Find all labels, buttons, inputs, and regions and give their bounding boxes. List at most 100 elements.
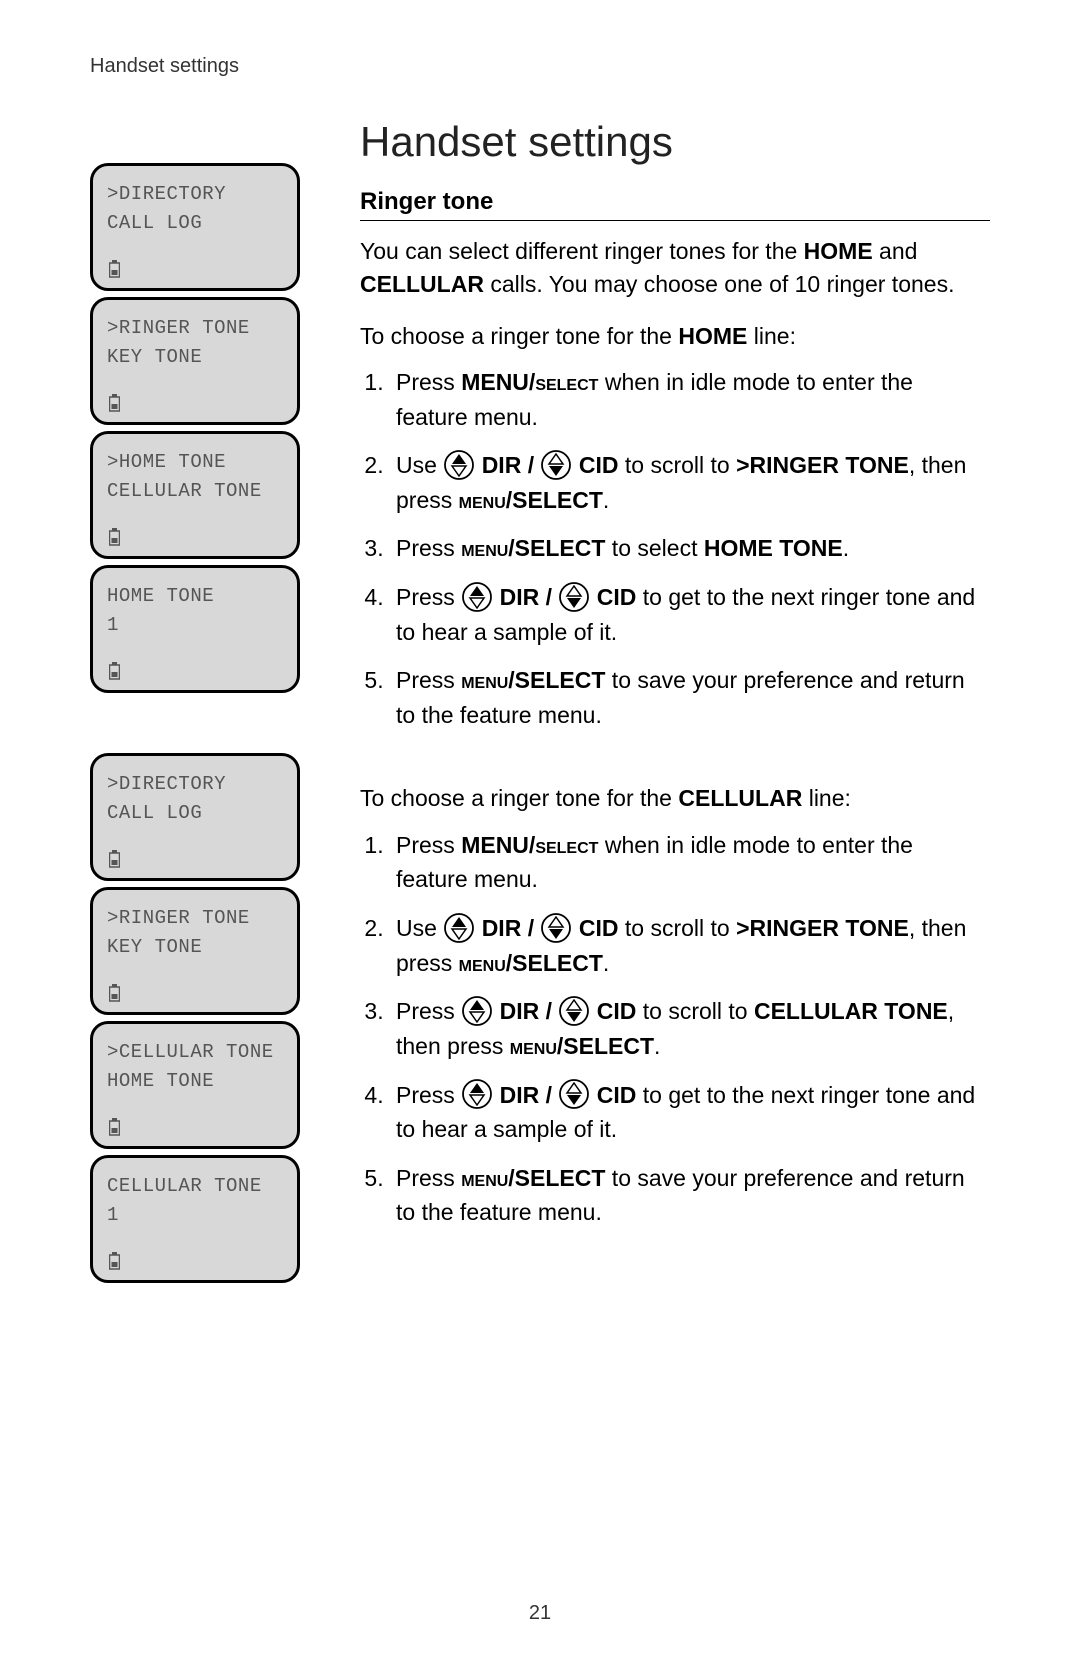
dir-down-icon xyxy=(540,449,572,481)
text-bold: CID xyxy=(579,452,619,478)
lcd-line: >CELLULAR TONE xyxy=(107,1038,285,1067)
text: To choose a ringer tone for the xyxy=(360,785,678,811)
lcd-screen: >DIRECTORY CALL LOG xyxy=(90,163,300,291)
dir-up-icon xyxy=(461,581,493,613)
text: Press xyxy=(396,584,461,610)
text: . xyxy=(843,535,849,561)
text: To choose a ringer tone for the xyxy=(360,323,678,349)
lcd-line: >RINGER TONE xyxy=(107,904,285,933)
text-bold: menu xyxy=(461,535,508,561)
lcd-screen: HOME TONE 1 xyxy=(90,565,300,693)
text-bold: HOME xyxy=(678,323,747,349)
lcd-line: KEY TONE xyxy=(107,933,285,962)
page-number: 21 xyxy=(0,1602,1080,1625)
battery-icon xyxy=(109,394,120,412)
lcd-line: KEY TONE xyxy=(107,343,285,372)
text-bold: >RINGER TONE xyxy=(736,915,909,941)
lcd-screen: >HOME TONE CELLULAR TONE xyxy=(90,431,300,559)
text: and xyxy=(873,238,918,264)
text-bold: HOME TONE xyxy=(704,535,843,561)
text-bold: CID xyxy=(579,915,619,941)
text-bold: /SELECT xyxy=(506,950,603,976)
text: to scroll to xyxy=(618,915,736,941)
step: Press DIR / CID to scroll to CELLULAR TO… xyxy=(390,994,990,1063)
text-bold: /SELECT xyxy=(508,535,605,561)
text-bold: menu xyxy=(461,1165,508,1191)
step: Use DIR / CID to scroll to >RINGER TONE,… xyxy=(390,448,990,517)
lcd-screen: >RINGER TONE KEY TONE xyxy=(90,297,300,425)
text-bold: /SELECT xyxy=(508,1165,605,1191)
dir-down-icon xyxy=(540,912,572,944)
text: to select xyxy=(605,535,703,561)
dir-down-icon xyxy=(558,995,590,1027)
dir-up-icon xyxy=(443,449,475,481)
text-bold: menu xyxy=(510,1033,557,1059)
battery-icon xyxy=(109,1252,120,1270)
text: . xyxy=(603,950,609,976)
columns: >DIRECTORY CALL LOG >RINGER TONE KEY TON… xyxy=(90,118,990,1289)
page: Handset settings >DIRECTORY CALL LOG >RI… xyxy=(0,0,1080,1329)
text: Press xyxy=(396,369,461,395)
lcd-column: >DIRECTORY CALL LOG >RINGER TONE KEY TON… xyxy=(90,118,300,1289)
step: Press DIR / CID to get to the next ringe… xyxy=(390,580,990,649)
intro-text: You can select different ringer tones fo… xyxy=(360,235,990,302)
dir-down-icon xyxy=(558,1078,590,1110)
text-bold: DIR / xyxy=(500,584,559,610)
lcd-group-cellular: >DIRECTORY CALL LOG >RINGER TONE KEY TON… xyxy=(90,753,300,1283)
battery-icon xyxy=(109,850,120,868)
text: Use xyxy=(396,452,443,478)
cell-steps: Press MENU/select when in idle mode to e… xyxy=(360,828,990,1230)
lcd-line: >RINGER TONE xyxy=(107,314,285,343)
step: Press menu/SELECT to select HOME TONE. xyxy=(390,531,990,566)
text: line: xyxy=(747,323,796,349)
lcd-line: 1 xyxy=(107,1201,285,1230)
text: line: xyxy=(802,785,851,811)
text-bold: CID xyxy=(597,1082,637,1108)
text: Press xyxy=(396,667,461,693)
text: to scroll to xyxy=(618,452,736,478)
content-column: Handset settings Ringer tone You can sel… xyxy=(360,118,990,1289)
dir-up-icon xyxy=(461,1078,493,1110)
step: Use DIR / CID to scroll to >RINGER TONE,… xyxy=(390,911,990,980)
text-bold: menu xyxy=(461,667,508,693)
lcd-screen: >DIRECTORY CALL LOG xyxy=(90,753,300,881)
battery-icon xyxy=(109,1118,120,1136)
cell-lead: To choose a ringer tone for the CELLULAR… xyxy=(360,782,990,815)
text-bold: >RINGER TONE xyxy=(736,452,909,478)
lcd-line: CELLULAR TONE xyxy=(107,1172,285,1201)
header-label: Handset settings xyxy=(90,55,990,78)
lcd-line: CALL LOG xyxy=(107,209,285,238)
text-bold: HOME xyxy=(804,238,873,264)
lcd-screen: >CELLULAR TONE HOME TONE xyxy=(90,1021,300,1149)
battery-icon xyxy=(109,984,120,1002)
step: Press menu/SELECT to save your preferenc… xyxy=(390,1161,990,1230)
text-bold: /SELECT xyxy=(506,487,603,513)
lcd-group-home: >DIRECTORY CALL LOG >RINGER TONE KEY TON… xyxy=(90,163,300,693)
text-bold: MENU/ xyxy=(461,832,535,858)
lcd-line: HOME TONE xyxy=(107,582,285,611)
lcd-line: HOME TONE xyxy=(107,1067,285,1096)
dir-down-icon xyxy=(558,581,590,613)
text-bold: /SELECT xyxy=(557,1033,654,1059)
lcd-screen: >RINGER TONE KEY TONE xyxy=(90,887,300,1015)
text: Press xyxy=(396,535,461,561)
text-bold: DIR / xyxy=(482,452,541,478)
text-bold: menu xyxy=(459,950,506,976)
text-bold: CELLULAR xyxy=(360,271,484,297)
section-subtitle: Ringer tone xyxy=(360,188,990,221)
step: Press MENU/select when in idle mode to e… xyxy=(390,828,990,897)
step: Press menu/SELECT to save your preferenc… xyxy=(390,663,990,732)
dir-up-icon xyxy=(443,912,475,944)
lcd-line: >DIRECTORY xyxy=(107,770,285,799)
text: Press xyxy=(396,998,461,1024)
text: Use xyxy=(396,915,443,941)
lcd-line: >HOME TONE xyxy=(107,448,285,477)
text-bold: MENU/ xyxy=(461,369,535,395)
lcd-line: >DIRECTORY xyxy=(107,180,285,209)
battery-icon xyxy=(109,662,120,680)
text: . xyxy=(654,1033,660,1059)
text-bold: select xyxy=(535,832,598,858)
dir-up-icon xyxy=(461,995,493,1027)
text-bold: DIR / xyxy=(500,1082,559,1108)
lcd-line: CALL LOG xyxy=(107,799,285,828)
